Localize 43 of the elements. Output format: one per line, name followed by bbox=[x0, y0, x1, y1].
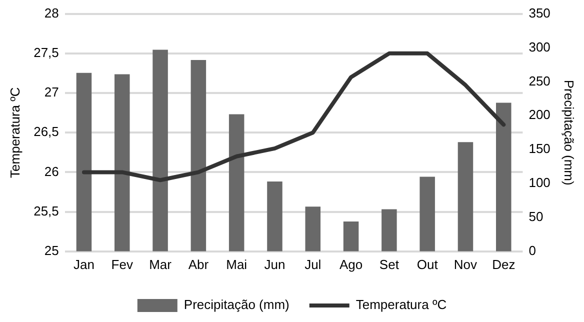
y2-tick-label: 0 bbox=[528, 242, 536, 258]
x-tick-label: Nov bbox=[454, 256, 478, 272]
bar bbox=[496, 102, 512, 252]
x-tick-label: Dez bbox=[492, 256, 516, 272]
x-tick-label: Out bbox=[416, 256, 438, 272]
y2-tick-label: 50 bbox=[528, 209, 544, 224]
y-tick-label: 25 bbox=[44, 242, 59, 258]
x-tick-label: Ago bbox=[339, 256, 363, 272]
x-tick-label: Mar bbox=[149, 256, 172, 272]
y-tick-label: 25,5 bbox=[34, 203, 59, 218]
bar bbox=[305, 206, 321, 252]
y-tick-label: 28 bbox=[44, 5, 59, 20]
bar bbox=[343, 222, 359, 252]
bar bbox=[152, 50, 168, 252]
bar bbox=[382, 209, 397, 252]
legend-label: Precipitação (mm) bbox=[184, 297, 290, 312]
y2-tick-label: 100 bbox=[528, 175, 550, 190]
y-axis-title: Temperatura ºC bbox=[7, 87, 22, 178]
y2-tick-label: 200 bbox=[528, 107, 550, 122]
bar bbox=[420, 176, 435, 252]
x-tick-label: Fev bbox=[111, 256, 134, 272]
bar bbox=[190, 60, 206, 252]
x-tick-label: Jun bbox=[264, 256, 286, 272]
bar bbox=[228, 114, 244, 252]
y-tick-label: 27 bbox=[44, 84, 59, 100]
x-tick-label: Jul bbox=[304, 256, 322, 272]
x-tick-label: Jan bbox=[73, 256, 94, 272]
y-tick-label: 26 bbox=[44, 164, 59, 179]
y-tick-label: 27,5 bbox=[34, 44, 59, 60]
y-tick-label: 26,5 bbox=[34, 124, 59, 140]
x-tick-label: Set bbox=[379, 256, 400, 272]
y2-tick-label: 150 bbox=[528, 141, 550, 156]
bar bbox=[114, 74, 130, 252]
x-tick-label: Abr bbox=[188, 256, 210, 272]
x-tick-label: Mai bbox=[226, 256, 248, 272]
bar bbox=[76, 72, 92, 252]
bar bbox=[267, 181, 282, 252]
y2-axis-title: Precipitação (mm) bbox=[562, 80, 577, 186]
y2-tick-label: 300 bbox=[528, 39, 550, 54]
legend-label: Temperatura ºC bbox=[356, 297, 447, 312]
bar bbox=[458, 142, 474, 252]
y2-tick-label: 350 bbox=[528, 5, 550, 20]
y2-tick-label: 250 bbox=[528, 73, 550, 88]
